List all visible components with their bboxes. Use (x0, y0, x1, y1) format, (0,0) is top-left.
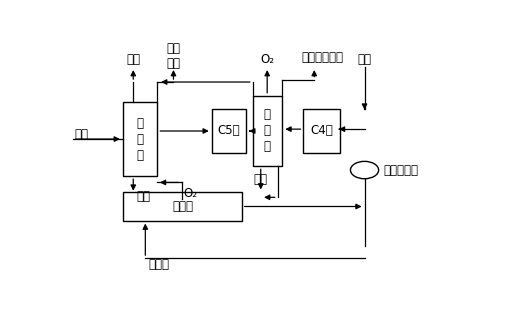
Text: O₂: O₂ (184, 187, 198, 200)
Text: 煤粉: 煤粉 (254, 174, 268, 186)
Bar (253, 96, 282, 166)
Text: 煤粉: 煤粉 (74, 128, 88, 141)
Text: 分
解
炉: 分 解 炉 (264, 109, 271, 154)
Text: 气
化
炉: 气 化 炉 (137, 117, 144, 162)
Text: C5筒: C5筒 (217, 125, 240, 137)
Bar (212, 109, 246, 153)
Text: 去上级预热器: 去上级预热器 (302, 51, 343, 64)
Text: 三次风: 三次风 (149, 258, 170, 271)
Bar (123, 192, 242, 221)
Text: C4筒: C4筒 (310, 125, 333, 137)
Bar (123, 102, 157, 176)
Text: 排渣: 排渣 (136, 190, 151, 203)
Text: 燃气: 燃气 (126, 53, 140, 66)
Text: 回转窑: 回转窑 (172, 200, 193, 213)
Text: 工业
用途: 工业 用途 (167, 42, 181, 70)
Text: 生料: 生料 (358, 53, 372, 66)
Text: 温度调节器: 温度调节器 (384, 164, 419, 176)
Text: O₂: O₂ (260, 53, 274, 66)
Bar (304, 109, 339, 153)
